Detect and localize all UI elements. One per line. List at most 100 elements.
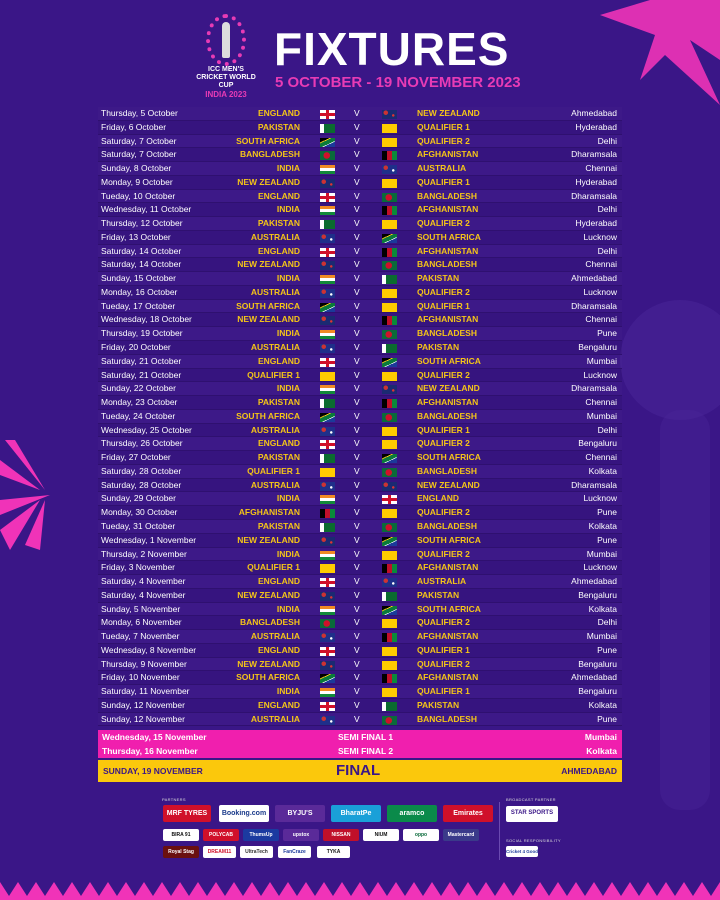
team-1: NEW ZEALAND [237,589,300,600]
match-venue: Lucknow [583,369,617,380]
match-venue: Dharamsala [571,149,617,160]
fixture-row: Sunday, 22 October INDIA V NEW ZEALAND Dhara… [98,382,622,397]
versus-label: V [354,149,360,160]
logo-line-3: INDIA 2023 [205,90,247,99]
versus-label: V [354,328,360,339]
team-2: SOUTH AFRICA [417,355,481,366]
match-venue: Hyderabad [575,176,617,187]
match-date: Sunday, 29 October [101,493,176,504]
fixture-row: Monday, 16 October AUSTRALIA V QUALIFIER 2 L… [98,285,622,300]
team-2: NEW ZEALAND [417,383,480,394]
england-flag-icon [320,578,335,588]
match-venue: Ahmedabad [571,273,617,284]
south-africa-flag-icon [382,536,397,546]
fixture-row: Saturday, 7 October BANGLADESH V AFGHANISTA… [98,148,622,163]
fixture-row: Thursday, 2 November INDIA V QUALIFIER 2 Mum… [98,548,622,562]
match-venue: Bengaluru [578,658,617,669]
india-flag-icon [320,495,335,505]
team-2: PAKISTAN [417,342,460,353]
match-venue: Lucknow [583,231,617,242]
team-2: QUALIFIER 1 [417,121,470,132]
team-1: INDIA [276,273,300,284]
team-1: INDIA [276,686,300,697]
match-date: Friday, 20 October [101,342,171,353]
match-date: Thursday, 5 October [101,108,178,118]
match-date: Saturday, 28 October [101,465,182,476]
team-1: AUSTRALIA [250,286,300,297]
pakistan-flag-icon [320,220,335,230]
team-1: INDIA [276,383,300,394]
page-title: FIXTURES [274,23,510,75]
bangladesh-flag-icon [320,151,335,161]
team-1: AFGHANISTAN [238,507,300,518]
qualifier-flag-icon [320,371,335,381]
team-1: QUALIFIER 1 [247,369,300,380]
partner-logo: FanCraze [278,846,311,858]
match-date: Saturday, 7 October [101,135,177,146]
match-venue: Chennai [585,259,617,270]
team-2: NEW ZEALAND [417,108,480,118]
south-africa-flag-icon [320,412,335,422]
new-zealand-flag-icon [320,261,335,271]
match-venue: Dharamsala [571,383,617,394]
fixture-row: Saturday, 4 November NEW ZEALAND V PAKISTAN… [98,588,622,603]
pakistan-flag-icon [382,344,397,354]
match-venue: Hyderabad [575,121,617,132]
team-2: SOUTH AFRICA [417,534,481,545]
australia-flag-icon [320,426,335,436]
match-date: Monday, 9 October [101,176,173,187]
team-2: PAKISTAN [417,273,460,284]
partner-logo: NISSAN [323,829,359,841]
match-venue: Kolkata [588,603,617,614]
versus-label: V [354,369,360,380]
fixture-row: Saturday, 11 November INDIA V QUALIFIER 1 Be… [98,685,622,699]
qualifier-flag-icon [382,123,397,133]
new-zealand-flag-icon [320,660,335,670]
team-2: QUALIFIER 2 [417,218,470,229]
match-date: Saturday, 21 October [101,369,182,380]
versus-label: V [354,438,360,449]
match-date: SUNDAY, 19 NOVEMBER [103,766,203,776]
team-2: AUSTRALIA [417,163,467,174]
match-date: Monday, 23 October [101,397,178,408]
fixture-row: Tueday, 7 November AUSTRALIA V AFGHANISTAN M… [98,630,622,644]
match-venue: Ahmedabad [571,108,617,118]
match-venue: Mumbai [586,548,617,559]
versus-label: V [354,424,360,435]
versus-label: V [354,548,360,559]
pakistan-flag-icon [320,399,335,409]
partner-logo: POLYCAB [203,829,239,841]
match-date: Wednesday, 15 November [102,732,207,742]
match-venue: Kolkata [586,746,617,756]
team-2: AFGHANISTAN [417,149,479,160]
zigzag-shape [0,882,720,900]
versus-label: V [354,245,360,256]
new-zealand-flag-icon [382,481,397,491]
match-date: Sunday, 12 November [101,699,185,710]
match-name: SEMI FINAL 1 [338,732,394,742]
team-1: BANGLADESH [240,617,300,628]
pakistan-flag-icon [382,275,397,285]
date-range: 5 OCTOBER - 19 NOVEMBER 2023 [275,74,521,91]
versus-label: V [354,300,360,311]
versus-label: V [354,286,360,297]
pakistan-flag-icon [382,701,397,711]
versus-label: V [354,699,360,710]
match-venue: Mumbai [584,732,617,742]
match-venue: Dharamsala [571,479,617,490]
fixture-row: Sunday, 5 November INDIA V SOUTH AFRICA Kolk… [98,603,622,617]
versus-label: V [354,617,360,628]
match-date: Monday, 30 October [101,507,178,518]
fixture-row: Sunday, 29 October INDIA V ENGLAND Lucknow [98,492,622,507]
fixture-row: Wednesday, 18 October NEW ZEALAND V AFGHANI… [98,313,622,328]
new-zealand-flag-icon [320,536,335,546]
partners-label: PARTNERS [162,797,186,802]
versus-label: V [354,163,360,174]
match-venue: Delhi [597,424,617,435]
afghanistan-flag-icon [382,206,397,216]
afghanistan-flag-icon [382,151,397,161]
fixture-row: Saturday, 7 October SOUTH AFRICA V QUALIFIE… [98,135,622,149]
match-venue: Kolkata [588,699,617,710]
match-date: Sunday, 22 October [101,383,176,394]
qualifier-flag-icon [382,220,397,230]
